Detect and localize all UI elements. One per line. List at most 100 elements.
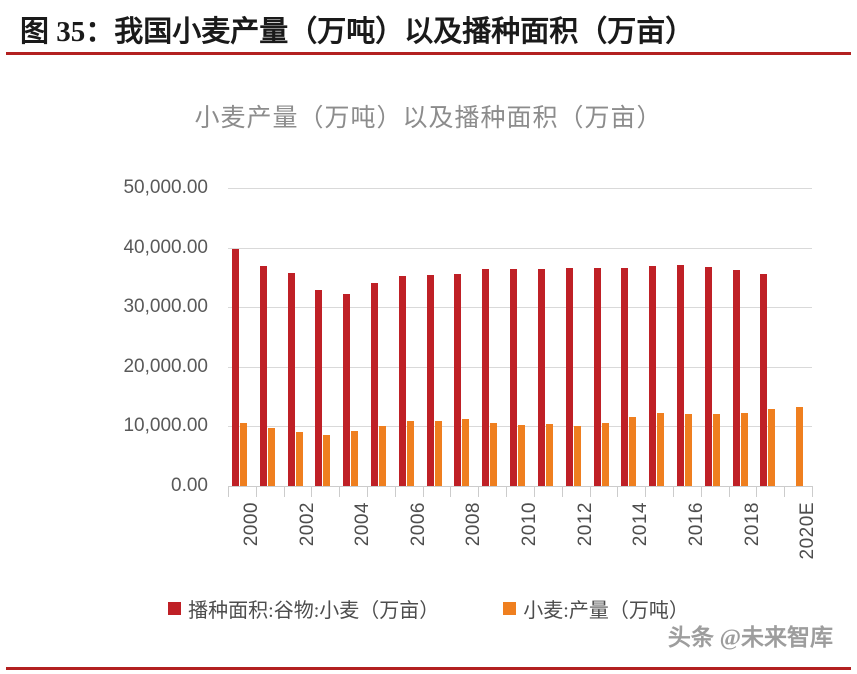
x-axis-label-2018: 2018	[741, 502, 763, 547]
x-axis-label-2002: 2002	[296, 502, 318, 547]
bar--2015	[657, 413, 665, 486]
x-axis-tick	[506, 486, 508, 497]
x-axis-tick	[283, 486, 285, 497]
legend-swatch-icon	[503, 602, 517, 615]
x-axis-tick	[450, 486, 452, 497]
bar--2013	[593, 267, 601, 486]
y-axis: 50,000.00 40,000.00 30,000.00 20,000.00 10,0…	[38, 177, 208, 496]
x-axis-tick	[589, 486, 591, 497]
bar--2009	[482, 269, 490, 486]
plot-area	[228, 188, 812, 487]
bar--2010	[518, 424, 526, 486]
gridline	[228, 366, 812, 368]
x-axis-tick	[756, 486, 758, 497]
bar--2007	[426, 275, 434, 486]
x-axis-tick	[339, 486, 341, 497]
x-axis-label-2012: 2012	[574, 502, 596, 547]
bar--2008	[454, 273, 462, 486]
bar--2015	[649, 266, 657, 486]
bar--2005	[371, 283, 379, 486]
x-axis-tick	[672, 486, 674, 497]
gridline	[228, 307, 812, 309]
bar--2014	[629, 417, 637, 486]
gridline	[228, 247, 812, 249]
bar--2000	[240, 423, 247, 486]
bar--2013	[601, 422, 609, 486]
bar--2016	[676, 265, 684, 486]
bar--2012	[565, 267, 573, 486]
x-axis-tick	[228, 486, 229, 497]
x-axis-tick	[533, 486, 535, 497]
bar--2017	[712, 414, 720, 486]
x-axis-tick	[394, 486, 396, 497]
bar--2006	[406, 421, 414, 486]
x-axis-tick	[645, 486, 647, 497]
x-axis-tick	[422, 486, 424, 497]
figure-header: 图 35：我国小麦产量（万吨）以及播种面积（万亩）	[0, 0, 857, 56]
legend-label: 播种面积:谷物:小麦（万亩）	[188, 600, 440, 622]
bar--2014	[621, 267, 629, 486]
chart-legend: 播种面积:谷物:小麦（万亩） 小麦:产量（万吨）	[0, 594, 857, 623]
bar--2019	[768, 408, 776, 486]
x-axis-label-2020E: 2020E	[797, 502, 819, 560]
bar--2005	[379, 426, 387, 486]
bar--2009	[490, 423, 498, 486]
bar--2004	[343, 293, 351, 486]
x-axis-label-2006: 2006	[407, 502, 429, 547]
y-axis-tick-label: 20,000.00	[123, 355, 208, 377]
y-axis-tick-label: 40,000.00	[123, 236, 208, 258]
y-axis-tick-label: 50,000.00	[123, 177, 208, 198]
bar--2019	[760, 274, 768, 486]
bar--2002	[287, 272, 295, 486]
bar--2020E	[796, 407, 804, 486]
legend-swatch-icon	[168, 602, 182, 615]
chart-container: 小麦产量（万吨）以及播种面积（万亩） 50,000.00 40,000.00 30,…	[0, 56, 857, 622]
y-axis-tick-label: 10,000.00	[123, 415, 208, 437]
bar--2008	[462, 419, 470, 486]
gridline	[228, 188, 812, 189]
x-axis-label-2016: 2016	[685, 502, 707, 547]
x-axis-line	[228, 486, 812, 487]
x-axis-tick	[311, 486, 313, 497]
bar--2011	[545, 424, 553, 486]
y-axis-tick-label: 30,000.00	[123, 296, 208, 318]
x-axis-tick	[478, 486, 480, 497]
page-title: 图 35：我国小麦产量（万吨）以及播种面积（万亩）	[20, 16, 695, 48]
x-axis-tick	[367, 486, 369, 497]
legend-item-series-output[interactable]: 小麦:产量（万吨）	[503, 594, 689, 623]
x-axis-label-2014: 2014	[630, 502, 652, 547]
x-axis-label-2008: 2008	[463, 502, 485, 547]
bar--2001	[259, 266, 267, 486]
x-axis-label-2010: 2010	[519, 502, 541, 547]
bar--2018	[732, 270, 740, 486]
chart-title: 小麦产量（万吨）以及播种面积（万亩）	[194, 105, 663, 132]
bar--2003	[323, 434, 331, 486]
header-divider	[6, 52, 851, 55]
bar--2004	[351, 431, 359, 486]
x-axis-tick	[255, 486, 257, 497]
footer-divider	[6, 667, 851, 670]
bar--2017	[704, 267, 712, 486]
x-axis-tick	[617, 486, 619, 497]
bar--2018	[740, 413, 748, 486]
bar--2002	[295, 432, 303, 486]
watermark: 头条 @未来智库	[667, 625, 833, 650]
legend-label: 小麦:产量（万吨）	[523, 600, 689, 622]
bar--2000	[232, 248, 239, 486]
x-axis-label-2004: 2004	[352, 502, 374, 547]
bar--2007	[434, 421, 442, 486]
x-axis-tick	[728, 486, 730, 497]
bar--2003	[315, 289, 323, 486]
legend-item-series-area[interactable]: 播种面积:谷物:小麦（万亩）	[168, 594, 439, 623]
bar--2010	[510, 269, 518, 486]
y-axis-tick-label: 0.00	[171, 475, 208, 496]
bar--2016	[684, 414, 692, 486]
bar--2006	[398, 275, 406, 486]
x-axis-tick	[561, 486, 563, 497]
bar--2011	[537, 269, 545, 486]
bar--2001	[267, 428, 275, 486]
x-axis-tick	[784, 486, 786, 497]
x-axis-tick	[812, 486, 813, 497]
x-axis-label-2000: 2000	[241, 502, 262, 547]
